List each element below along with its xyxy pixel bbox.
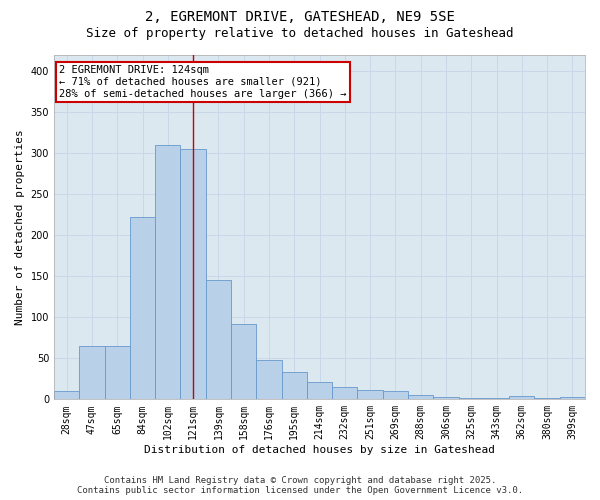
Bar (307, 382, 332, 400)
Bar (458, 398, 484, 400)
Y-axis label: Number of detached properties: Number of detached properties (15, 130, 25, 325)
Bar (104, 346, 130, 400)
Bar (281, 372, 307, 400)
Bar (560, 397, 585, 400)
Bar (332, 387, 358, 400)
Bar (535, 398, 560, 400)
Text: Contains HM Land Registry data © Crown copyright and database right 2025.
Contai: Contains HM Land Registry data © Crown c… (77, 476, 523, 495)
Bar (509, 396, 535, 400)
Bar (256, 360, 281, 400)
Bar (358, 390, 383, 400)
Bar (79, 346, 104, 400)
X-axis label: Distribution of detached houses by size in Gateshead: Distribution of detached houses by size … (144, 445, 495, 455)
Text: Size of property relative to detached houses in Gateshead: Size of property relative to detached ho… (86, 28, 514, 40)
Bar (231, 324, 256, 400)
Bar (408, 395, 433, 400)
Bar (181, 150, 206, 400)
Bar (54, 391, 79, 400)
Bar (433, 397, 458, 400)
Bar (383, 391, 408, 400)
Text: 2 EGREMONT DRIVE: 124sqm
← 71% of detached houses are smaller (921)
28% of semi-: 2 EGREMONT DRIVE: 124sqm ← 71% of detach… (59, 66, 347, 98)
Bar (130, 218, 155, 400)
Text: 2, EGREMONT DRIVE, GATESHEAD, NE9 5SE: 2, EGREMONT DRIVE, GATESHEAD, NE9 5SE (145, 10, 455, 24)
Bar (206, 280, 231, 400)
Bar (484, 398, 509, 400)
Bar (155, 145, 181, 400)
